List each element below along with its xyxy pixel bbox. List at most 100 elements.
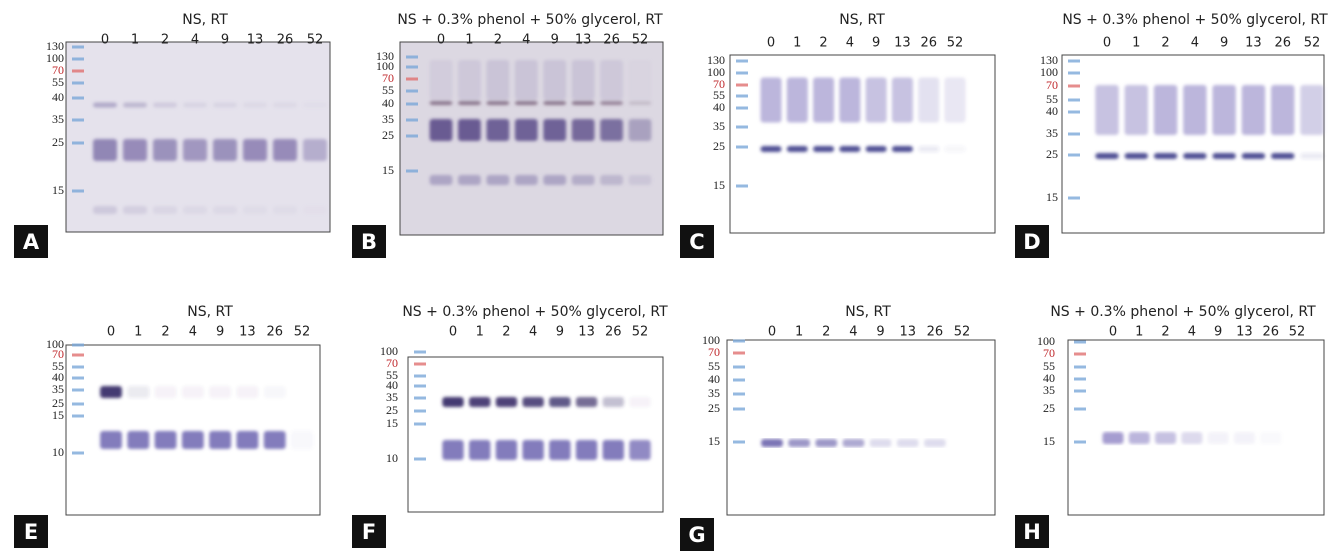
ladder-band [733, 351, 745, 355]
panel-letter: G [688, 523, 705, 547]
band [629, 397, 651, 407]
lane-label: 4 [846, 36, 854, 51]
marker-label: 70 [52, 63, 64, 77]
lane-label: 9 [876, 325, 884, 340]
panel-letter: H [1023, 520, 1041, 544]
band [1241, 85, 1266, 135]
band [486, 119, 510, 141]
marker-label: 70 [708, 345, 720, 359]
letter-box [14, 515, 48, 548]
lane-label: 2 [819, 36, 827, 51]
band [628, 175, 652, 185]
marker-label: 25 [52, 135, 64, 149]
lane-label: 1 [793, 36, 801, 51]
lane-label: 2 [494, 33, 502, 48]
band [1241, 153, 1266, 159]
marker-label: 35 [708, 386, 720, 400]
bands [1102, 432, 1282, 444]
lane-label: 1 [1132, 36, 1140, 51]
ladder-band [1068, 98, 1080, 102]
marker-label: 35 [382, 112, 394, 126]
band [543, 119, 567, 141]
lane-label: 1 [1135, 325, 1143, 340]
marker-label: 25 [52, 396, 64, 410]
ladder-band [736, 71, 748, 75]
band [571, 175, 595, 185]
marker-label: 40 [708, 372, 720, 386]
band [123, 139, 147, 161]
marker-label: 70 [386, 356, 398, 370]
ladder-band [72, 45, 84, 49]
band [629, 440, 651, 460]
marker-label: 70 [1043, 346, 1055, 360]
lane-label: 2 [161, 325, 169, 340]
ladder-band [733, 392, 745, 396]
marker-label: 10 [386, 451, 398, 465]
band [469, 440, 491, 460]
band [571, 60, 595, 100]
lane-label: 13 [1245, 36, 1262, 51]
band [183, 102, 207, 108]
bands [761, 439, 946, 447]
marker-label: 40 [382, 96, 394, 110]
band [813, 77, 835, 123]
band [571, 119, 595, 141]
band [154, 431, 177, 449]
lane-label: 0 [1109, 325, 1117, 340]
ladder-band [736, 59, 748, 63]
marker-label: 130 [707, 53, 725, 67]
lane-label: 0 [101, 33, 109, 48]
band [243, 206, 267, 214]
band [522, 397, 544, 407]
marker-label: 35 [713, 119, 725, 133]
ladder-band [1068, 59, 1080, 63]
marker-label: 35 [52, 382, 64, 396]
marker-label: 55 [1043, 359, 1055, 373]
ladder-band [72, 414, 84, 418]
marker-label: 35 [52, 112, 64, 126]
band [628, 119, 652, 141]
lane-label: 1 [476, 325, 484, 340]
band [183, 206, 207, 214]
ladder-band [1074, 340, 1086, 344]
marker-label: 55 [52, 75, 64, 89]
lane-label: 13 [899, 325, 916, 340]
band [1271, 153, 1295, 159]
marker-label: 100 [46, 337, 64, 351]
ladder-band [1074, 407, 1086, 411]
band [514, 175, 538, 185]
band [236, 386, 259, 398]
band [1233, 432, 1255, 444]
ladder-band [72, 388, 84, 392]
lane-label: 26 [603, 33, 620, 48]
lane-label: 52 [1289, 325, 1306, 340]
letter-box [680, 518, 714, 551]
band [1183, 85, 1207, 135]
marker-label: 40 [713, 100, 725, 114]
band [429, 60, 453, 100]
lane-label: 1 [795, 325, 803, 340]
gel [726, 339, 996, 516]
band [213, 102, 237, 108]
marker-label: 15 [382, 163, 394, 177]
band [543, 60, 567, 100]
ladder-band [414, 396, 426, 400]
marker-label: 15 [1046, 190, 1058, 204]
letter-box [352, 225, 386, 258]
bands [760, 77, 966, 152]
marker-label: 55 [52, 359, 64, 373]
band [628, 60, 652, 100]
ladder-band [72, 343, 84, 347]
marker-label: 100 [380, 344, 398, 358]
lane-label: 0 [449, 325, 457, 340]
band [918, 146, 940, 152]
band [1212, 153, 1236, 159]
lane-label: 4 [529, 325, 537, 340]
band [839, 77, 861, 123]
lane-label: 26 [920, 36, 937, 51]
marker-label: 25 [1043, 401, 1055, 415]
lane-label: 9 [551, 33, 559, 48]
band [944, 77, 966, 123]
